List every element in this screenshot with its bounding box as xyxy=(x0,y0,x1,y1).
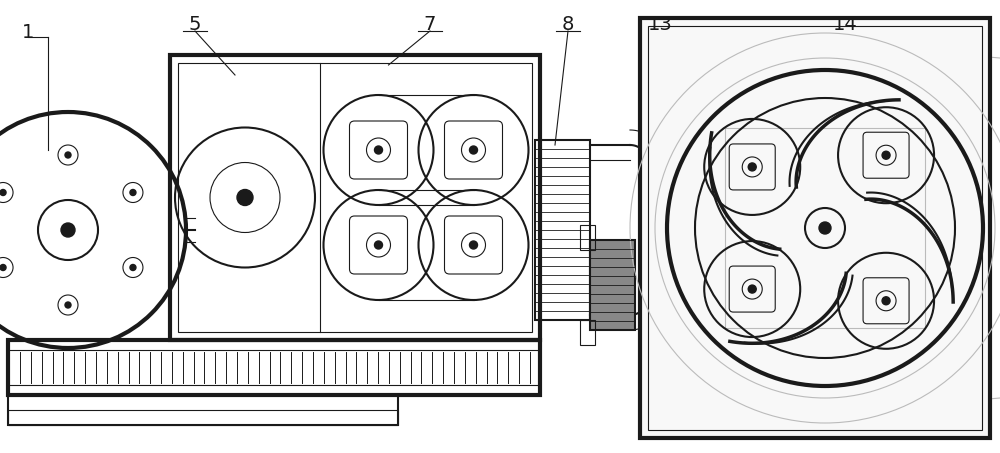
Bar xyxy=(590,240,635,330)
Bar xyxy=(648,26,982,430)
Circle shape xyxy=(748,163,756,171)
Bar xyxy=(725,128,925,328)
Text: 5: 5 xyxy=(189,15,201,34)
Bar xyxy=(580,320,595,345)
Bar xyxy=(8,340,540,395)
Text: 1: 1 xyxy=(22,23,34,42)
Circle shape xyxy=(61,223,75,237)
Circle shape xyxy=(130,189,136,196)
Circle shape xyxy=(748,285,756,293)
Circle shape xyxy=(470,146,478,154)
Bar xyxy=(535,140,590,320)
Text: 13: 13 xyxy=(648,15,672,34)
Circle shape xyxy=(130,265,136,270)
Bar xyxy=(580,225,595,250)
Circle shape xyxy=(0,189,6,196)
Circle shape xyxy=(374,146,382,154)
Circle shape xyxy=(882,151,890,159)
Circle shape xyxy=(65,302,71,308)
Circle shape xyxy=(470,241,478,249)
Circle shape xyxy=(819,222,831,234)
Text: 8: 8 xyxy=(562,15,574,34)
Bar xyxy=(8,410,398,425)
Bar xyxy=(640,18,990,438)
Circle shape xyxy=(65,152,71,158)
Circle shape xyxy=(374,241,382,249)
Text: 14: 14 xyxy=(833,15,857,34)
Bar xyxy=(170,55,540,340)
Circle shape xyxy=(882,297,890,305)
Circle shape xyxy=(237,189,253,206)
Bar xyxy=(178,63,532,332)
Circle shape xyxy=(0,265,6,270)
Text: 7: 7 xyxy=(424,15,436,34)
Bar xyxy=(8,395,398,425)
